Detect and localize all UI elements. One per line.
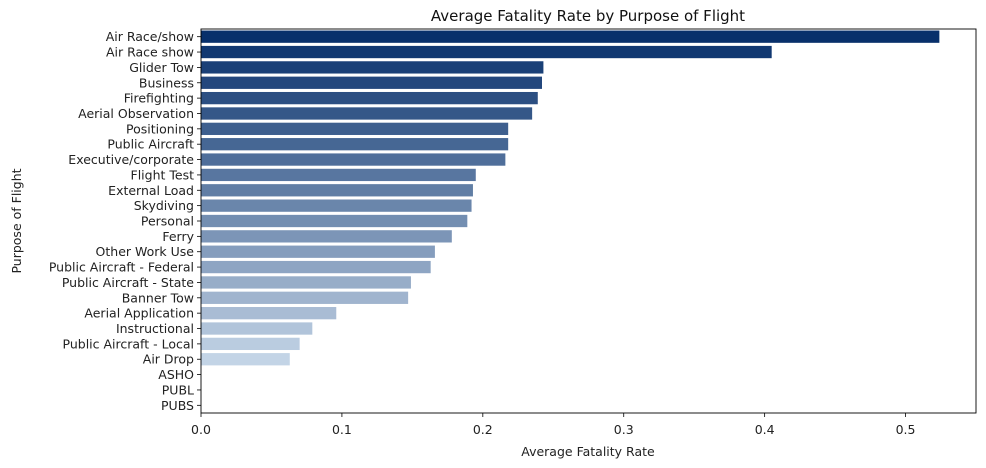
plot-frame <box>200 28 977 414</box>
y-tick-label: Business <box>139 75 194 90</box>
y-tick-label: Instructional <box>116 321 194 336</box>
bar <box>201 45 772 59</box>
x-tick-label: 0.4 <box>755 422 775 437</box>
bar <box>201 168 476 182</box>
bar <box>201 337 300 351</box>
bar <box>201 91 538 105</box>
y-tick-label: Air Race show <box>106 45 194 60</box>
bar <box>201 76 542 89</box>
y-tick-label: External Load <box>108 183 194 198</box>
bar <box>201 307 337 320</box>
y-tick-label: Personal <box>141 214 194 229</box>
y-tick-label: Ferry <box>162 229 194 244</box>
y-tick-label: Positioning <box>126 121 194 136</box>
bar <box>201 199 472 212</box>
y-axis-title: Purpose of Flight <box>9 168 24 273</box>
bar <box>201 230 452 243</box>
bar <box>201 30 940 43</box>
y-tick-label: Air Drop <box>143 352 194 367</box>
y-tick-label: Aerial Observation <box>78 106 194 121</box>
x-tick-label: 0.2 <box>473 422 493 437</box>
bar <box>201 260 431 274</box>
x-tick-label: 0.1 <box>332 422 352 437</box>
bar <box>201 353 290 366</box>
x-axis-title: Average Fatality Rate <box>521 444 655 459</box>
y-tick-label: Air Race/show <box>106 29 194 44</box>
bars-group <box>201 30 940 366</box>
y-tick-label: Aerial Application <box>84 306 194 321</box>
y-tick-label: ASHO <box>158 367 194 382</box>
y-tick-label: PUBL <box>162 382 194 397</box>
bar <box>201 107 533 120</box>
y-tick-label: Skydiving <box>134 198 194 213</box>
y-tick-label: Flight Test <box>131 167 195 182</box>
y-tick-label: Glider Tow <box>129 60 194 75</box>
x-ticks-group: 0.0 0.1 0.2 0.3 0.4 0.5 <box>191 413 915 437</box>
x-tick-label: 0.5 <box>896 422 916 437</box>
bar <box>201 184 473 197</box>
bar <box>201 153 506 166</box>
bar <box>201 322 313 335</box>
bar <box>201 214 468 228</box>
y-tick-label: Firefighting <box>124 91 194 106</box>
y-tick-label: Public Aircraft <box>107 137 194 152</box>
bar <box>201 122 509 135</box>
y-tick-label: Public Aircraft - Federal <box>49 260 194 275</box>
bar <box>201 138 509 151</box>
y-tick-label: Banner Tow <box>122 290 194 305</box>
x-tick-label: 0.3 <box>614 422 634 437</box>
y-tick-label: Public Aircraft - Local <box>63 336 194 351</box>
bar <box>201 61 544 74</box>
x-tick-label: 0.0 <box>191 422 211 437</box>
bar <box>201 245 435 258</box>
bar <box>201 276 411 289</box>
y-tick-label: Other Work Use <box>96 244 195 259</box>
y-tick-label: PUBS <box>161 398 194 413</box>
y-tick-label: Public Aircraft - State <box>62 275 194 290</box>
bar <box>201 291 409 304</box>
chart-title: Average Fatality Rate by Purpose of Flig… <box>431 7 745 25</box>
y-tick-label: Executive/corporate <box>68 152 194 167</box>
